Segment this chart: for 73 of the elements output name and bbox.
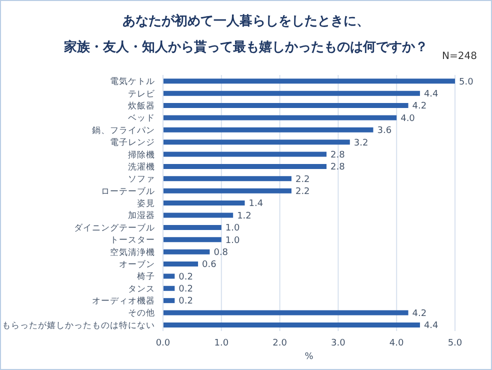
y-tick-label: 洗濯機 — [128, 161, 155, 172]
bar — [163, 286, 175, 291]
bar — [163, 103, 408, 108]
bar — [163, 200, 245, 206]
data-label: 0.8 — [214, 248, 228, 258]
data-label: 2.2 — [295, 187, 310, 198]
y-tick-label: 加湿器 — [128, 210, 155, 222]
y-tick-label: ローテーブル — [101, 186, 155, 197]
data-label: 3.2 — [354, 138, 368, 148]
bar — [163, 176, 292, 182]
bar — [163, 212, 234, 218]
x-tick-label: 3.0 — [331, 338, 346, 348]
y-tick-label: オーディオ機器 — [92, 296, 155, 307]
y-tick-label: 鍋、フライパン — [92, 124, 155, 136]
y-tick-label: 掃除機 — [128, 149, 155, 160]
data-label: 2.8 — [330, 162, 346, 173]
chart-subtitle: 家族・友人・知人から貰って最も嬉しかったものは何ですか？ — [64, 40, 428, 55]
text: N=248 — [442, 51, 477, 62]
x-tick-label: 0.0 — [156, 338, 170, 348]
bar — [163, 310, 408, 316]
data-label: 0.2 — [178, 284, 194, 295]
y-tick-label: 電気ケトル — [110, 76, 155, 88]
x-tick-label: 1.0 — [214, 338, 229, 348]
data-label: 0.6 — [202, 260, 217, 270]
y-tick-label: ダイニングテーブル — [74, 222, 155, 234]
data-label: 0.2 — [178, 272, 194, 282]
y-tick-label: トースター — [110, 236, 155, 246]
bar — [163, 90, 420, 96]
bar — [163, 322, 420, 328]
data-label: 4.4 — [424, 90, 439, 100]
y-tick-label: 椅子 — [137, 271, 155, 282]
bar — [163, 188, 292, 194]
data-label: 2.8 — [330, 150, 346, 160]
y-tick-label: オーブン — [119, 258, 155, 270]
bar — [163, 127, 374, 132]
bar — [163, 140, 350, 145]
y-tick-label: ベッド — [128, 114, 155, 124]
data-label: 4.2 — [412, 308, 427, 319]
y-tick-label: ソファ — [128, 174, 155, 185]
bar — [163, 262, 198, 267]
y-tick-label: 炊飯器 — [128, 100, 155, 112]
y-tick-label: その他 — [128, 308, 155, 319]
y-tick-label: タンス — [128, 284, 155, 294]
data-label: 3.6 — [377, 126, 392, 136]
bar — [163, 78, 455, 84]
bar — [163, 298, 175, 304]
x-tick-label: 4.0 — [389, 338, 404, 348]
bar — [163, 164, 327, 169]
data-label: 1.4 — [248, 199, 264, 210]
bar — [163, 224, 222, 230]
y-tick-label: 姿見 — [137, 198, 155, 210]
y-tick-label: 電子レンジ — [110, 137, 155, 148]
x-tick-label: 2.0 — [272, 338, 288, 348]
y-tick-label: もらったが嬉しかったものは特にない — [2, 320, 155, 331]
x-axis-title: % — [304, 352, 314, 362]
data-label: 4.2 — [412, 102, 427, 112]
data-label: 4.0 — [400, 114, 416, 124]
data-label: 4.4 — [424, 321, 439, 332]
data-label: 2.2 — [295, 174, 310, 185]
data-label: 5.0 — [459, 77, 474, 88]
bar — [163, 249, 210, 254]
y-tick-label: 空気清浄機 — [110, 246, 155, 258]
bar — [163, 274, 175, 279]
bar — [163, 152, 327, 157]
chart-title: あなたが初めて一人暮らしをしたときに、 — [122, 12, 370, 31]
x-tick-label: 5.0 — [448, 338, 462, 348]
data-label: 1.0 — [225, 236, 240, 246]
bar — [163, 115, 397, 120]
data-label: 1.2 — [237, 211, 252, 222]
data-label: 0.2 — [178, 296, 194, 307]
bar — [163, 237, 222, 242]
y-tick-label: テレビ — [128, 88, 156, 100]
data-label: 1.0 — [225, 224, 240, 234]
